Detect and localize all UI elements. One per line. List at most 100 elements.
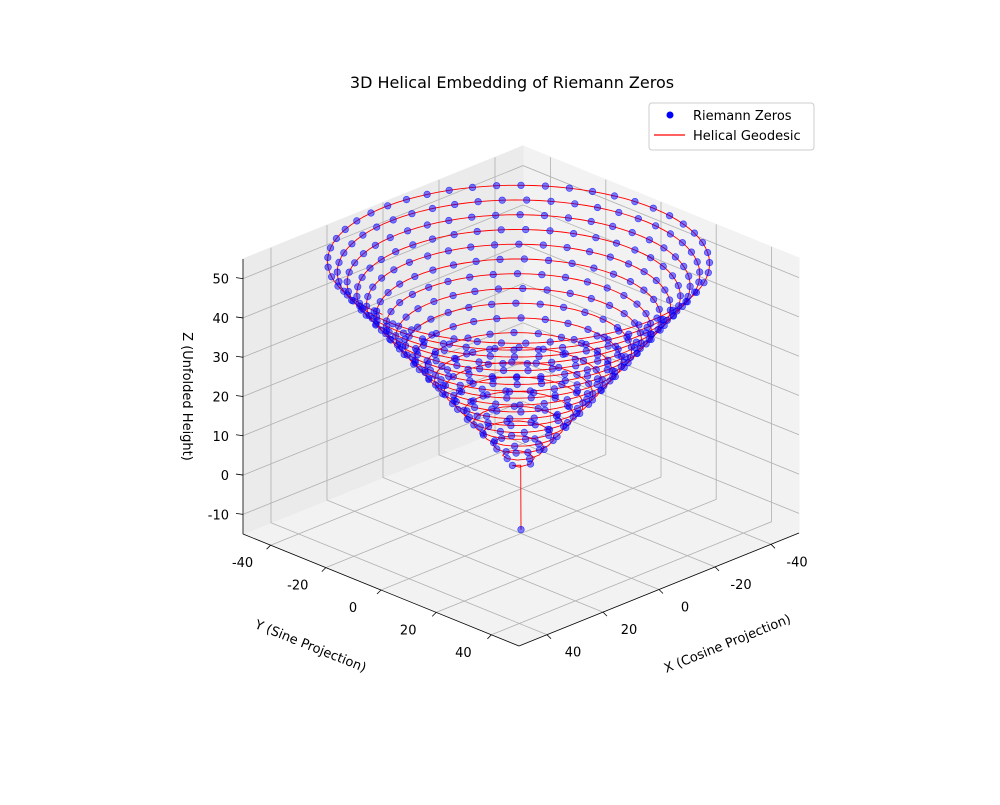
riemann-zero-point: [517, 181, 525, 189]
riemann-zero-point: [561, 370, 569, 378]
riemann-zero-point: [443, 366, 452, 374]
riemann-zero-point: [593, 351, 602, 359]
riemann-zero-point: [558, 344, 567, 352]
z-tick-mark: [235, 512, 244, 515]
y-tick-label: 20: [400, 623, 417, 638]
riemann-zero-point: [423, 221, 431, 229]
riemann-zero-point: [439, 390, 447, 398]
legend-label-helical-geodesic: Helical Geodesic: [693, 129, 801, 144]
riemann-zero-point: [604, 336, 612, 344]
riemann-zero-point: [398, 343, 406, 352]
legend-frame: [648, 102, 815, 151]
riemann-zero-point: [472, 257, 480, 266]
riemann-zero-point: [531, 435, 539, 443]
riemann-zero-point: [348, 240, 356, 248]
riemann-zero-point: [345, 268, 353, 276]
riemann-zero-point: [490, 439, 498, 447]
riemann-zero-point: [668, 272, 677, 280]
riemann-zero-point: [449, 261, 458, 269]
riemann-zero-point: [520, 428, 528, 437]
riemann-zero-point: [611, 367, 619, 376]
riemann-zero-point: [362, 311, 370, 319]
riemann-zero-point: [666, 230, 675, 238]
riemann-zero-point: [488, 373, 496, 381]
riemann-zero-point: [540, 212, 549, 220]
legend: Riemann Zeros Helical Geodesic: [648, 102, 815, 151]
y-tick-mark: [266, 544, 271, 550]
riemann-zero-point: [451, 200, 459, 209]
riemann-zero-point: [369, 283, 377, 291]
riemann-zero-point: [486, 345, 494, 353]
riemann-zero-point: [384, 202, 392, 210]
riemann-zero-point: [462, 343, 470, 351]
riemann-zero-point: [564, 214, 573, 222]
riemann-zero-point: [450, 335, 458, 343]
riemann-zero-point: [405, 258, 414, 266]
riemann-zero-point: [452, 355, 460, 363]
riemann-zero-point: [452, 397, 460, 406]
riemann-zero-point: [488, 300, 496, 308]
riemann-zero-point: [463, 350, 471, 358]
riemann-zero-point: [491, 241, 499, 249]
riemann-zero-point: [590, 264, 598, 272]
riemann-zero-point: [414, 305, 422, 313]
riemann-zero-point: [555, 363, 563, 372]
riemann-zero-point: [583, 390, 592, 398]
riemann-zero-point: [392, 248, 400, 256]
riemann-zero-point: [348, 296, 356, 304]
riemann-zero-point: [535, 446, 544, 454]
riemann-zero-point: [423, 190, 431, 198]
riemann-zero-point: [653, 314, 661, 322]
grid-line-z: [242, 322, 800, 437]
riemann-zero-point: [621, 353, 630, 361]
riemann-zero-point: [541, 406, 549, 414]
riemann-zero-point: [685, 272, 693, 280]
riemann-zero-point: [432, 357, 440, 365]
riemann-zero-point: [603, 284, 611, 292]
riemann-zero-point: [479, 392, 487, 400]
riemann-zero-point: [604, 342, 612, 350]
riemann-zero-point: [626, 278, 635, 286]
riemann-zero-point: [534, 330, 542, 338]
z-tick-label: 50: [212, 273, 229, 288]
riemann-zero-point: [343, 291, 351, 299]
riemann-zero-point: [489, 380, 497, 388]
riemann-zero-point: [519, 284, 527, 293]
z-tick-mark: [235, 434, 244, 437]
riemann-zero-point: [585, 380, 593, 388]
riemann-zero-point: [570, 336, 578, 344]
riemann-zero-point: [408, 290, 417, 299]
grid-line-z: [242, 283, 800, 397]
riemann-zero-point: [546, 227, 554, 235]
riemann-zero-point: [327, 244, 335, 252]
riemann-zero-point: [553, 433, 561, 441]
riemann-zero-point: [444, 308, 452, 317]
riemann-zero-point: [335, 258, 343, 267]
riemann-zero-point: [486, 352, 494, 360]
riemann-zero-point: [484, 419, 492, 427]
z-tick-mark: [235, 395, 244, 397]
riemann-zero-point: [497, 226, 505, 234]
z-tick-label: 30: [212, 351, 229, 366]
legend-label-riemann-zeros: Riemann Zeros: [693, 109, 792, 124]
riemann-zero-point: [465, 413, 474, 421]
riemann-zero-point: [524, 367, 532, 375]
y-tick-mark: [321, 567, 327, 572]
riemann-zero-point: [484, 360, 492, 368]
riemann-zero-point: [493, 445, 501, 453]
riemann-zero-point: [404, 227, 412, 235]
riemann-zero-point: [521, 435, 530, 443]
riemann-zero-point: [506, 415, 514, 423]
riemann-zero-point: [428, 235, 437, 243]
riemann-zero-point: [396, 280, 404, 288]
riemann-zero-point: [649, 204, 657, 212]
riemann-zero-point: [353, 217, 361, 225]
axis-ticks: -40 -20 0 20 40 -40 -20 0 20 40 -10 0 10 20 30 40 50: [208, 273, 808, 661]
legend-marker-riemann-zeros: [666, 111, 674, 119]
riemann-zero-point: [367, 209, 375, 217]
riemann-zero-point: [513, 380, 521, 389]
riemann-zero-point: [444, 247, 453, 255]
riemann-zero-point: [340, 249, 348, 257]
riemann-zero-point: [479, 429, 487, 437]
riemann-zero-point: [536, 300, 544, 308]
